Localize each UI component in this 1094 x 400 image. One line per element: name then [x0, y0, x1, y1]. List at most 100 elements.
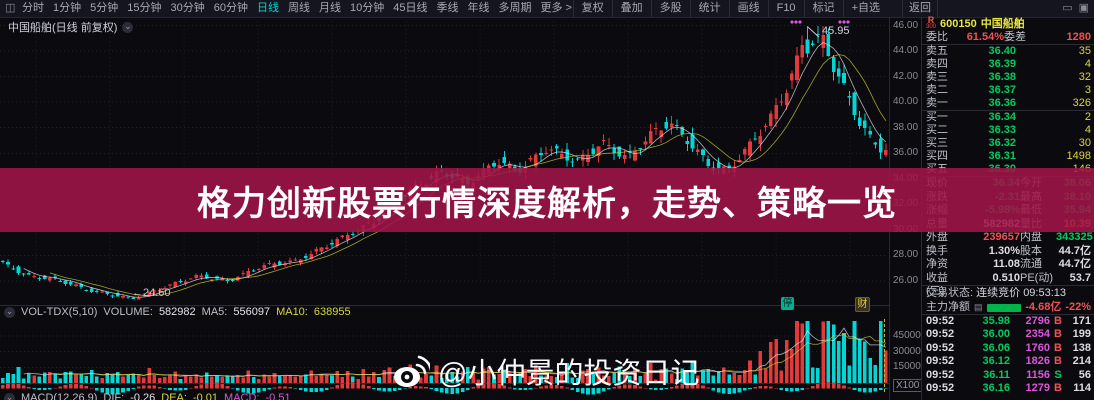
period-tab[interactable]: 1分钟 — [53, 2, 82, 14]
stat-row: 外盘 239657 内盘 343325 — [926, 231, 1093, 243]
window-icon[interactable]: ▣ — [1078, 2, 1089, 14]
ask-depth: 卖五 36.40 35 卖四 36.39 4 卖三 36.38 32 — [922, 45, 1094, 111]
stock-code: 600150 — [940, 18, 977, 30]
bid-row[interactable]: 买三 36.32 30 — [926, 137, 1091, 149]
volume-axis-label: 15000 — [893, 361, 921, 373]
toolbar-button[interactable]: +自选 — [842, 0, 888, 17]
toolbar-button[interactable]: F10 — [767, 0, 804, 17]
vol-indicator-name: VOL-TDX(5,10) — [21, 306, 98, 318]
tick-row: 09:52 36.00 2354 B 199 — [926, 328, 1091, 341]
period-tab[interactable]: 多周期 — [498, 2, 532, 14]
volume-label: VOLUME: — [103, 306, 153, 318]
period-tab[interactable]: 月线 — [319, 2, 341, 14]
dea-label: DEA: — [161, 392, 187, 400]
dif-label: DIF: — [103, 392, 125, 400]
chevron-down-icon[interactable]: ⌄ — [122, 20, 134, 33]
headline-banner: 格力创新股票行情深度解析，走势、策略一览 — [0, 168, 1094, 232]
macd-value: -0.51 — [265, 392, 291, 400]
window-icons: ▭ ▣ — [1062, 0, 1089, 17]
chevron-down-icon[interactable]: ⌄ — [4, 305, 15, 318]
tick-row: 09:52 36.06 1760 B 138 — [926, 341, 1091, 354]
toolbar-button[interactable]: 叠加 — [611, 0, 651, 17]
price-axis-label: 28.00 — [893, 249, 919, 261]
period-tab[interactable]: 45日线 — [393, 2, 428, 14]
macd-label: MACD: — [224, 392, 260, 400]
ma5-label: MA5: — [201, 306, 228, 318]
period-tab[interactable]: 季线 — [436, 2, 459, 14]
price-axis-label: 38.00 — [893, 121, 919, 133]
stat-row: 净资 11.08 流通 44.7亿 — [926, 258, 1091, 270]
period-tabs: 分时 1分钟 5分钟 15分钟 30分钟 60分钟 日线 周线 月线 10分钟 45日线 季线 年线 多周… — [22, 0, 572, 17]
app-icon[interactable]: ◫ — [5, 2, 16, 14]
macd-indicator-name: MACD(12,26,9) — [21, 392, 98, 400]
toolbar-button[interactable]: 复权 — [572, 0, 612, 17]
main-net-flow-row: 主力净额 ▤ -4.68亿 -22% — [922, 301, 1094, 315]
period-tab[interactable]: 30分钟 — [170, 2, 205, 14]
rights-flag-r: R — [927, 15, 935, 25]
volume-indicator-header: ⌄ VOL-TDX(5,10) VOLUME: 582982 MA5: 5560… — [4, 306, 351, 318]
toolbar-button[interactable]: 标记 — [803, 0, 843, 17]
ask-row[interactable]: 卖二 36.37 3 — [926, 84, 1091, 96]
price-axis-label: 40.00 — [893, 96, 919, 108]
bid-row[interactable]: 买二 36.33 4 — [926, 124, 1091, 136]
ask-row[interactable]: 卖四 36.39 4 — [926, 58, 1091, 70]
volume-axis-label: 30000 — [893, 345, 921, 357]
weicha-label: 委差 — [1004, 31, 1026, 43]
period-tab[interactable]: 更多 > — [540, 2, 572, 14]
ma5-value: 556097 — [233, 306, 271, 318]
financial-report-badge[interactable]: 财 — [855, 297, 870, 312]
tick-row: 09:52 36.12 1826 B 214 — [926, 355, 1091, 368]
toolbar-button[interactable]: 画线 — [728, 0, 768, 17]
toolbar: ◫ 分时 1分钟 5分钟 15分钟 30分钟 60分钟 日线 周线 月线 10分钟 45日线 季线 年线… — [0, 0, 1094, 18]
period-tab[interactable]: 5分钟 — [90, 2, 119, 14]
stat-row: 换手 1.30% 股本 44.7亿 — [926, 244, 1091, 257]
high-annotation: 45.95 — [822, 25, 850, 37]
trade-status-row: 交易状态: 连续竞价 09:53:13 — [922, 286, 1094, 301]
weicha-value: 1280 — [1066, 31, 1091, 43]
period-tab[interactable]: 年线 — [467, 2, 490, 14]
macd-indicator-footer: ⌄ MACD(12,26,9) DIF: -0.26 DEA: -0.01 MA… — [4, 392, 291, 400]
period-tab[interactable]: 60分钟 — [213, 2, 248, 14]
low-annotation: ←24.60 — [132, 287, 171, 299]
back-button[interactable]: 返回 — [902, 0, 938, 17]
weibi-label: 委比 — [926, 31, 948, 43]
volume-axis-label: 45000 — [893, 329, 921, 341]
period-tab[interactable]: 日线 — [257, 2, 279, 14]
window-icon[interactable]: ▭ — [1062, 2, 1073, 14]
toolbar-button[interactable]: 统计 — [689, 0, 729, 17]
price-axis-label: 26.00 — [893, 275, 919, 286]
chevron-down-icon[interactable]: ⌄ — [4, 392, 15, 400]
tick-list: 09:52 35.98 2796 B 171 09:52 36.00 2354 … — [922, 315, 1094, 395]
bid-row[interactable]: 买一 36.34 2 — [926, 111, 1091, 123]
headline-text: 格力创新股票行情深度解析，走势、策略一览 — [197, 184, 897, 223]
suspension-badge[interactable]: 停 — [781, 297, 794, 310]
toolbar-button[interactable]: 多股 — [650, 0, 690, 17]
weibo-icon — [394, 355, 430, 387]
ask-row[interactable]: 卖三 36.38 32 — [926, 71, 1091, 83]
stat-row: 收益(三) 0.510 PE(动) 53.7 — [926, 271, 1091, 298]
period-tab[interactable]: 分时 — [22, 2, 44, 14]
document-icon[interactable]: ▤ — [974, 302, 983, 312]
period-tab[interactable]: 10分钟 — [350, 2, 385, 14]
rights-flag-icon: R 300 — [926, 15, 937, 31]
price-axis-label: 42.00 — [893, 70, 919, 82]
price-axis-label: 46.00 — [893, 19, 919, 31]
period-tab[interactable]: 15分钟 — [127, 2, 162, 14]
bid-row[interactable]: 买四 36.31 1498 — [926, 150, 1091, 162]
watermark: @小仲景的投资日记 — [392, 350, 699, 392]
price-axis-label: 36.00 — [893, 147, 919, 159]
ma10-value: 638955 — [313, 306, 351, 318]
weibi-value: 61.54% — [966, 31, 1004, 43]
ask-row[interactable]: 卖一 36.36 326 — [926, 97, 1091, 109]
ask-row[interactable]: 卖五 36.40 35 — [926, 45, 1091, 57]
rights-flag-300: 300 — [926, 24, 937, 30]
stock-title: R 300 600150 中国船舶 — [922, 15, 1094, 31]
net-flow-bar — [986, 303, 1021, 312]
price-axis-label: 44.00 — [893, 45, 919, 57]
watermark-handle: @小仲景的投资日记 — [438, 358, 700, 390]
trade-status-label: 交易状态: — [926, 287, 974, 299]
period-tab[interactable]: 周线 — [288, 2, 310, 14]
chart-title-label: 中国船舶(日线 前复权) — [8, 22, 118, 34]
chart-title: 中国船舶(日线 前复权) ⌄ — [8, 19, 134, 35]
volume-unit-label: X100 — [893, 379, 923, 392]
